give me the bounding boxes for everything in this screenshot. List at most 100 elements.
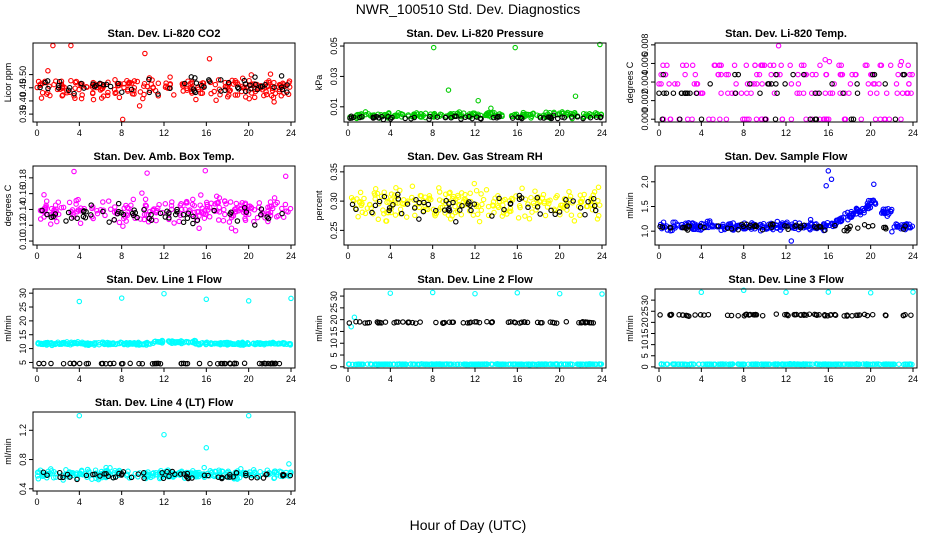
panel-title: Stan. Dev. Line 2 Flow: [417, 274, 533, 286]
data-point: [34, 84, 40, 91]
data-point: [472, 290, 478, 297]
data-point: [787, 361, 794, 367]
data-point: [433, 319, 439, 326]
data-point: [445, 207, 452, 213]
data-point: [232, 92, 239, 98]
data-point: [910, 289, 916, 295]
data-point: [514, 361, 521, 368]
data-point: [139, 360, 146, 367]
data-point: [660, 62, 666, 69]
data-point: [80, 208, 87, 215]
data-point: [808, 90, 815, 96]
data-point: [42, 79, 48, 86]
data-point: [68, 77, 74, 84]
data-point: [155, 80, 162, 87]
y-tick-label: 15: [18, 330, 28, 340]
data-point: [895, 71, 901, 78]
data-point: [219, 360, 226, 367]
data-point: [227, 211, 233, 217]
x-tick-label: 12: [470, 374, 480, 384]
data-point: [390, 201, 396, 208]
data-point: [837, 90, 843, 96]
data-point: [167, 74, 173, 80]
data-point: [55, 199, 62, 205]
x-tick-label: 24: [908, 374, 918, 384]
data-point: [657, 223, 663, 230]
x-tick-label: 16: [823, 374, 833, 384]
data-point: [202, 207, 208, 214]
data-point: [544, 204, 551, 210]
data-point: [695, 224, 701, 230]
data-point: [271, 468, 278, 474]
data-point: [815, 361, 821, 367]
data-point: [111, 217, 117, 223]
data-point: [397, 206, 404, 213]
data-point: [832, 361, 838, 368]
data-point: [659, 224, 666, 230]
points: [37, 167, 294, 234]
data-point: [402, 115, 408, 122]
data-point: [395, 196, 402, 202]
data-point: [823, 183, 829, 189]
data-point: [251, 86, 258, 93]
data-point: [252, 222, 258, 228]
panel-title: Stan. Dev. Line 3 Flow: [728, 274, 844, 286]
data-point: [212, 201, 218, 207]
data-point: [780, 361, 786, 367]
x-tick-label: 24: [908, 128, 918, 138]
data-point: [353, 206, 359, 213]
data-point: [211, 340, 218, 347]
data-point: [818, 361, 824, 368]
data-point: [751, 223, 758, 229]
data-point: [233, 200, 240, 207]
data-point: [556, 290, 563, 297]
data-point: [519, 185, 525, 192]
data-point: [768, 81, 775, 87]
data-point: [282, 201, 289, 208]
data-point: [168, 202, 175, 209]
data-point: [172, 211, 179, 218]
data-point: [286, 461, 292, 467]
data-point: [242, 81, 249, 87]
data-point: [681, 361, 688, 367]
data-point: [76, 360, 83, 367]
data-point: [590, 195, 597, 202]
data-point: [257, 468, 263, 475]
data-point: [568, 212, 575, 218]
data-point: [537, 114, 544, 121]
data-point: [105, 198, 112, 204]
data-point: [242, 94, 249, 100]
data-point: [38, 95, 45, 101]
data-point: [443, 197, 449, 204]
data-point: [584, 319, 591, 325]
data-point: [265, 215, 272, 222]
data-point: [591, 189, 598, 195]
data-point: [436, 197, 443, 203]
data-point: [589, 201, 595, 208]
y-axis-label: Licor ppm: [3, 63, 13, 103]
x-tick-label: 4: [77, 251, 82, 261]
data-point: [854, 81, 860, 87]
data-point: [852, 71, 859, 78]
data-point: [91, 340, 98, 346]
data-point: [679, 62, 686, 69]
data-point: [517, 114, 524, 121]
data-point: [164, 468, 170, 475]
data-point: [775, 43, 782, 49]
data-point: [286, 340, 292, 347]
data-point: [432, 212, 438, 219]
data-point: [76, 298, 83, 305]
data-point: [481, 361, 488, 367]
data-point: [824, 116, 830, 122]
data-point: [127, 360, 133, 367]
data-point: [590, 361, 596, 367]
y-axis-label: ml/min: [314, 315, 324, 342]
data-point: [417, 319, 423, 325]
data-point: [140, 470, 147, 476]
y-tick-label: 20: [640, 317, 650, 327]
data-point: [500, 210, 507, 216]
data-point: [809, 361, 816, 367]
x-tick-label: 16: [201, 374, 211, 384]
data-point: [699, 90, 706, 96]
data-point: [405, 112, 412, 118]
